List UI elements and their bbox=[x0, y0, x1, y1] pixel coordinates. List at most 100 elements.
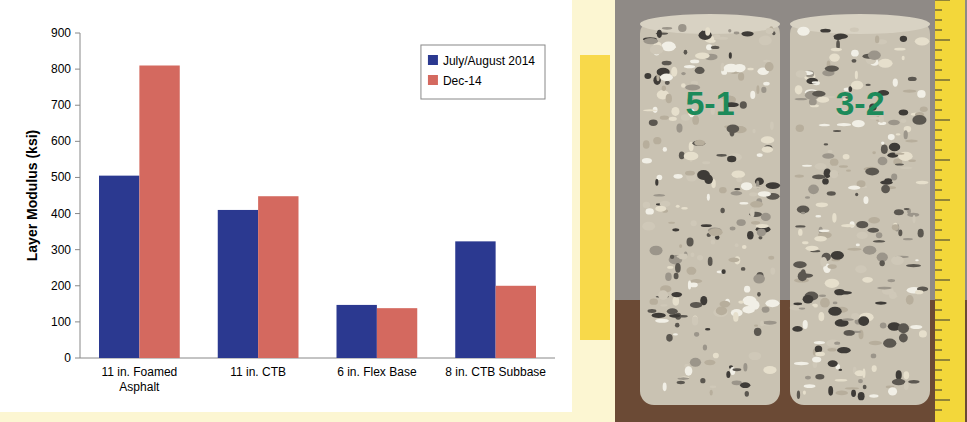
aggregate bbox=[756, 85, 759, 94]
y-tick-label: 600 bbox=[51, 134, 71, 148]
aggregate bbox=[895, 153, 905, 155]
y-tick-label: 0 bbox=[64, 351, 71, 365]
ruler-tick bbox=[935, 0, 950, 1]
aggregate bbox=[863, 385, 867, 390]
aggregate bbox=[900, 167, 913, 169]
aggregate bbox=[708, 257, 713, 266]
aggregate bbox=[851, 390, 856, 398]
aggregate bbox=[868, 51, 881, 60]
aggregate bbox=[646, 208, 654, 214]
aggregate bbox=[895, 163, 904, 165]
aggregate bbox=[762, 306, 770, 312]
aggregate bbox=[690, 358, 701, 367]
aggregate bbox=[863, 246, 876, 255]
aggregate bbox=[657, 30, 662, 38]
aggregate bbox=[894, 48, 906, 51]
aggregate bbox=[766, 28, 774, 34]
aggregate bbox=[863, 196, 868, 204]
aggregate bbox=[662, 86, 666, 91]
aggregate bbox=[838, 369, 842, 371]
aggregate bbox=[694, 140, 705, 146]
aggregate bbox=[898, 229, 902, 236]
aggregate bbox=[655, 319, 669, 323]
chart-area bbox=[0, 0, 572, 412]
aggregate bbox=[869, 341, 882, 345]
aggregate bbox=[766, 182, 780, 189]
legend-label: Dec-14 bbox=[443, 74, 482, 88]
aggregate bbox=[812, 174, 825, 179]
aggregate bbox=[660, 304, 667, 306]
aggregate bbox=[900, 119, 906, 123]
aggregate bbox=[815, 163, 827, 169]
aggregate bbox=[883, 339, 896, 348]
aggregate bbox=[837, 347, 851, 353]
aggregate bbox=[727, 156, 736, 162]
aggregate bbox=[660, 116, 669, 120]
aggregate bbox=[662, 27, 672, 30]
aggregate bbox=[857, 232, 868, 239]
aggregate bbox=[690, 283, 698, 288]
aggregate bbox=[741, 182, 752, 190]
ruler-tick bbox=[935, 350, 942, 351]
aggregate bbox=[731, 191, 743, 195]
aggregate bbox=[899, 333, 908, 342]
aggregate bbox=[820, 29, 831, 33]
x-tick-label-line: 6 in. Flex Base bbox=[337, 365, 417, 379]
aggregate bbox=[708, 228, 722, 236]
aggregate bbox=[652, 313, 666, 318]
ruler-tick bbox=[935, 50, 942, 51]
aggregate bbox=[665, 81, 670, 85]
aggregate bbox=[749, 352, 762, 360]
aggregate bbox=[695, 67, 705, 74]
aggregate bbox=[757, 228, 766, 236]
aggregate bbox=[856, 244, 860, 247]
aggregate bbox=[797, 205, 810, 213]
aggregate bbox=[805, 376, 811, 380]
ruler-tick bbox=[935, 20, 942, 21]
aggregate bbox=[845, 387, 860, 389]
aggregate bbox=[825, 66, 839, 72]
aggregate bbox=[673, 333, 678, 335]
aggregate bbox=[765, 300, 779, 308]
aggregate bbox=[741, 31, 753, 36]
aggregate bbox=[742, 245, 747, 249]
aggregate bbox=[815, 374, 824, 380]
aggregate bbox=[835, 390, 847, 395]
aggregate bbox=[824, 143, 829, 145]
aggregate bbox=[742, 306, 755, 314]
aggregate bbox=[796, 125, 804, 132]
core-body bbox=[640, 20, 780, 405]
x-tick-label-line: 8 in. CTB Subbase bbox=[445, 365, 546, 379]
aggregate bbox=[865, 168, 879, 176]
aggregate bbox=[671, 107, 679, 116]
bar bbox=[337, 305, 377, 358]
aggregate bbox=[871, 354, 877, 359]
aggregate bbox=[667, 308, 678, 314]
aggregate bbox=[814, 236, 827, 241]
y-tick bbox=[75, 33, 80, 34]
ruler-tick bbox=[935, 110, 942, 111]
legend-label: July/August 2014 bbox=[443, 54, 535, 68]
aggregate bbox=[690, 302, 702, 308]
aggregate bbox=[674, 174, 683, 179]
y-tick-label: 400 bbox=[51, 207, 71, 221]
aggregate bbox=[643, 140, 650, 149]
aggregate bbox=[650, 45, 664, 55]
aggregate bbox=[812, 81, 820, 84]
aggregate bbox=[655, 206, 666, 212]
aggregate bbox=[758, 191, 771, 197]
aggregate bbox=[697, 170, 710, 180]
aggregate bbox=[671, 67, 677, 77]
aggregate bbox=[667, 266, 673, 269]
aggregate bbox=[815, 345, 822, 352]
aggregate bbox=[642, 158, 652, 164]
aggregate bbox=[665, 273, 672, 281]
aggregate bbox=[751, 221, 760, 225]
aggregate bbox=[716, 306, 727, 315]
aggregate bbox=[676, 205, 680, 208]
y-axis-title: Layer Modulus (ksi) bbox=[24, 130, 40, 261]
aggregate bbox=[888, 387, 897, 395]
aggregate bbox=[846, 170, 851, 172]
background bbox=[0, 0, 967, 422]
aggregate bbox=[716, 154, 727, 157]
